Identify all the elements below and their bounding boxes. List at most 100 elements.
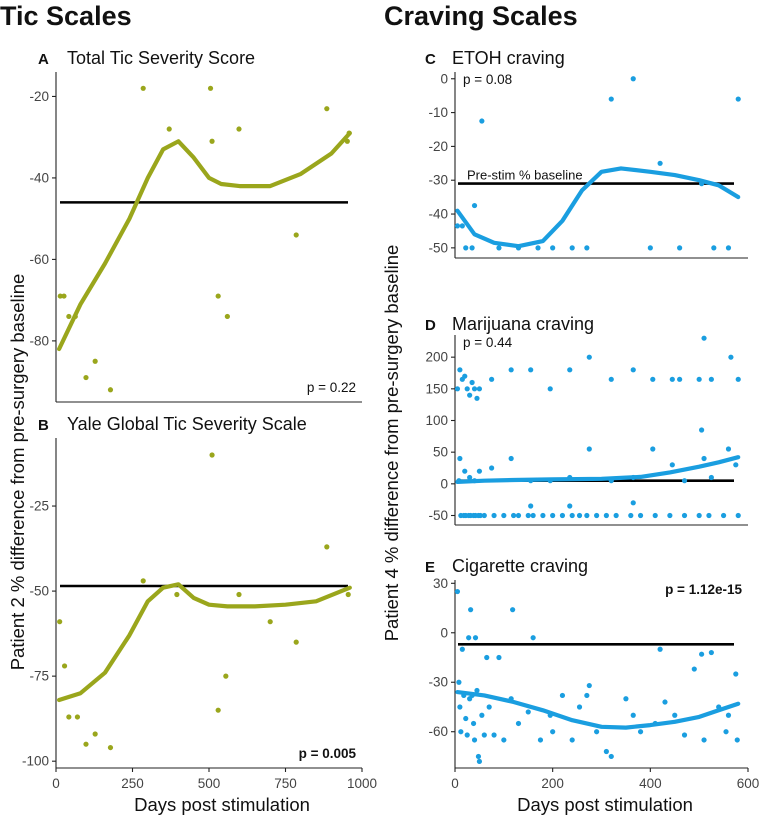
trend-line	[455, 690, 741, 730]
trend-line	[455, 166, 741, 249]
data-point	[677, 376, 683, 382]
data-point	[464, 386, 470, 392]
data-point	[586, 446, 592, 452]
data-point	[699, 651, 705, 657]
y-tick-label: -30	[428, 173, 448, 188]
y-tick-label: 200	[425, 350, 448, 365]
data-point	[584, 692, 590, 699]
panel-letter: A	[38, 51, 49, 68]
trend-line	[57, 131, 352, 352]
y-tick-label: 0	[440, 476, 448, 491]
data-point	[667, 512, 673, 519]
data-point	[569, 737, 575, 743]
data-point	[467, 474, 473, 481]
panel-letter: E	[425, 559, 435, 576]
data-point	[462, 468, 468, 474]
data-point	[708, 474, 714, 481]
data-point	[569, 512, 575, 519]
panel-a: A Total Tic Severity Score -80 -60 -40 -20 p =…	[29, 48, 362, 403]
data-point	[567, 367, 573, 373]
data-point	[696, 512, 702, 519]
data-point	[475, 753, 482, 760]
data-point	[550, 512, 556, 519]
data-point	[215, 293, 221, 299]
data-point	[267, 619, 273, 625]
data-point	[459, 646, 465, 652]
section-title-tic: Tic Scales	[0, 1, 132, 31]
p-value: p = 1.12e-15	[665, 582, 742, 597]
data-point	[467, 392, 473, 398]
data-point	[669, 462, 675, 468]
data-point	[83, 374, 89, 381]
data-point	[608, 96, 614, 102]
data-point	[515, 720, 522, 727]
data-point	[547, 386, 553, 392]
y-tick-label: 0	[440, 625, 448, 640]
data-point	[652, 512, 658, 519]
y-tick-label: 150	[425, 381, 448, 396]
data-point	[476, 468, 483, 474]
x-tick-label: 400	[639, 776, 662, 791]
data-point	[603, 512, 609, 519]
data-point	[637, 729, 644, 735]
data-point	[140, 85, 146, 91]
p-value: p = 0.005	[299, 746, 357, 761]
data-point	[637, 512, 644, 519]
data-point	[550, 729, 556, 735]
data-point	[479, 118, 485, 124]
data-point	[459, 223, 465, 229]
data-point	[457, 455, 463, 462]
data-point	[236, 126, 242, 132]
data-point	[530, 635, 536, 641]
data-point	[657, 160, 663, 166]
data-point	[735, 96, 741, 102]
data-point	[463, 245, 469, 251]
data-point	[456, 679, 462, 685]
data-point	[207, 85, 214, 91]
data-point	[477, 512, 483, 519]
data-point	[559, 692, 566, 699]
data-point	[662, 699, 668, 705]
data-point	[699, 427, 705, 433]
y-tick-label: -10	[428, 105, 448, 120]
data-point	[454, 223, 461, 229]
data-point	[224, 313, 230, 320]
data-point	[236, 591, 242, 598]
panel-b: B Yale Global Tic Severity Scale -100 -75 -5…	[22, 414, 377, 791]
data-point	[457, 367, 463, 373]
y-tick-label: -100	[22, 754, 49, 769]
data-point	[140, 578, 146, 584]
data-point	[223, 673, 229, 679]
data-point	[74, 714, 81, 720]
y-tick-label: -50	[428, 508, 448, 523]
data-point	[464, 732, 470, 738]
data-point	[468, 607, 474, 613]
data-point	[107, 744, 114, 751]
panel-letter: D	[425, 317, 436, 334]
data-point	[345, 591, 351, 598]
data-point	[723, 729, 729, 735]
data-point	[584, 245, 590, 251]
data-point	[479, 712, 485, 718]
x-tick-label: 600	[737, 776, 760, 791]
data-point	[496, 245, 502, 251]
data-point	[458, 729, 464, 735]
data-point	[474, 395, 480, 401]
x-axis-label-left: Days post stimulation	[134, 794, 310, 815]
y-tick-label: -40	[29, 170, 49, 185]
x-tick-label: 750	[274, 776, 297, 791]
y-tick-label: 50	[433, 445, 448, 460]
data-point	[481, 512, 487, 519]
data-point	[696, 376, 702, 382]
data-point	[669, 376, 675, 382]
data-point	[613, 512, 619, 519]
data-point	[496, 654, 502, 661]
data-point	[57, 293, 63, 299]
y-tick-label: 30	[433, 576, 448, 591]
data-point	[525, 709, 531, 715]
data-point	[107, 387, 114, 393]
y-tick-label: -20	[428, 139, 448, 154]
panel-title: Cigarette craving	[452, 556, 588, 576]
data-point	[701, 335, 707, 341]
data-point	[92, 358, 98, 364]
